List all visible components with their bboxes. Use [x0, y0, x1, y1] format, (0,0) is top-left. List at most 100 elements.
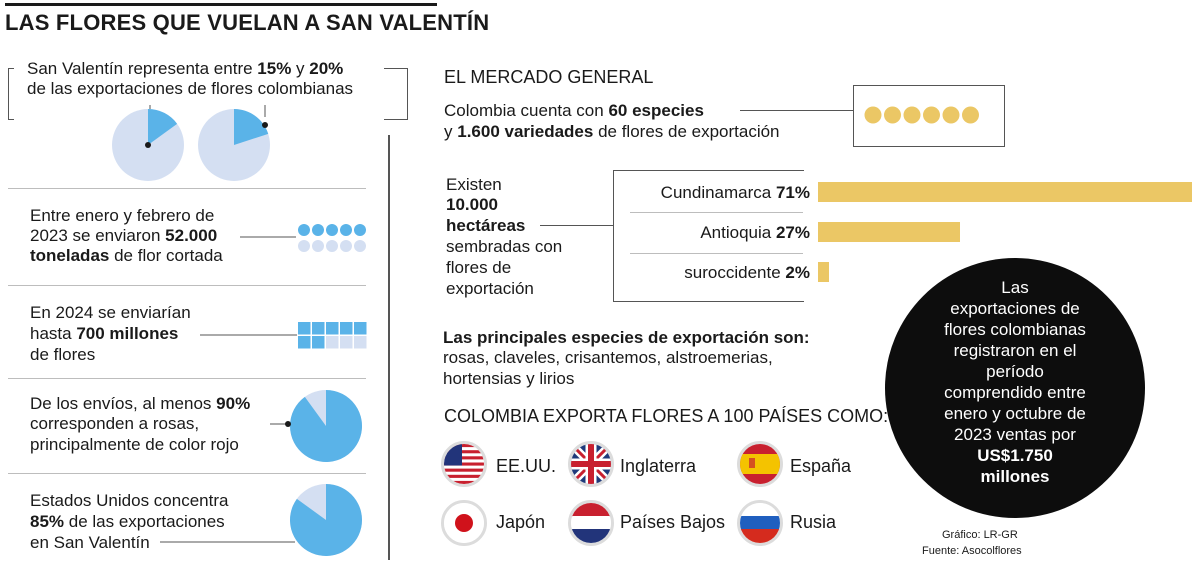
flower-square-filled: [340, 322, 353, 335]
market-dots-box: [853, 85, 1005, 147]
intro-pie-2-dot: [262, 122, 268, 128]
fact2-line-1: En 2024 se enviarían: [30, 303, 191, 322]
circle-line-3: flores colombianas: [944, 320, 1086, 339]
flower-square-filled: [298, 336, 311, 349]
fact3-pie-dot: [285, 421, 291, 427]
fact4-pie: [160, 484, 363, 556]
bar-label-cundinamarca: Cundinamarca 71%: [660, 183, 810, 202]
fact4-line-2: 85% de las exportaciones: [30, 512, 225, 531]
page-title: LAS FLORES QUE VUELAN A SAN VALENTÍN: [5, 10, 490, 35]
intro-line-2: de las exportaciones de flores colombian…: [27, 79, 354, 98]
circle-line-6: comprendido entre: [944, 383, 1086, 402]
market-line-2: y 1.600 variedades de flores de exportac…: [444, 122, 780, 141]
intro-pie-1-dot: [145, 142, 151, 148]
fact2-line-2: hasta 700 millones: [30, 324, 179, 343]
bar-divider-1: [630, 212, 803, 213]
intro-mask: [14, 60, 384, 120]
flower-square-filled: [298, 322, 311, 335]
country-japan: Japón: [496, 512, 546, 532]
ton-dot-filled: [298, 224, 310, 236]
species-dot: [962, 106, 979, 124]
column-divider: [388, 135, 390, 560]
country-spain: España: [790, 456, 852, 476]
spacer: [144, 118, 145, 119]
circle-amount: US$1.750: [977, 446, 1053, 465]
ton-dot-light: [298, 240, 310, 252]
flower-square-filled: [354, 322, 367, 335]
species-dot: [923, 106, 940, 124]
fact3-line-2: corresponden a rosas,: [30, 414, 200, 433]
bar-cundinamarca: [818, 182, 1192, 202]
flower-square-light: [326, 336, 339, 349]
ton-dot-light: [326, 240, 338, 252]
flower-square-light: [340, 336, 353, 349]
market-line-1: Colombia cuenta con 60 especies: [444, 101, 704, 120]
ton-dot-light: [340, 240, 352, 252]
circle-line-5: período: [986, 362, 1044, 381]
species-dot: [942, 106, 960, 124]
exports-circle: [885, 258, 1145, 518]
circle-line-8: 2023 ventas por: [954, 425, 1076, 444]
title-rule: [5, 3, 437, 6]
credit-source: Fuente: Asocolflores: [922, 545, 1022, 557]
fact4-line-1: Estados Unidos concentra: [30, 491, 229, 510]
ton-dot-filled: [312, 224, 324, 236]
country-usa: EE.UU.: [496, 456, 557, 476]
circle-amount-unit: millones: [980, 467, 1050, 486]
market-heading: EL MERCADO GENERAL: [444, 67, 654, 87]
hectares-line-3: hectáreas: [446, 216, 526, 235]
species-line-2: hortensias y lirios: [443, 369, 575, 388]
bar-suroccidente: [818, 262, 829, 282]
hectares-line-1: Existen: [446, 175, 502, 194]
species-line-1: rosas, claveles, crisantemos, alstroemer…: [443, 348, 773, 367]
hectares-line-2: 10.000: [446, 195, 498, 214]
bar-antioquia: [818, 222, 961, 242]
spain-flag-icon: [737, 441, 783, 487]
ton-dot-filled: [326, 224, 338, 236]
bar-label-suroccidente: suroccidente 2%: [684, 263, 810, 282]
country-uk: Inglaterra: [620, 456, 697, 476]
fact3-pie-slice: [290, 390, 363, 462]
fact2-squares: [200, 322, 367, 349]
ton-dot-filled: [340, 224, 352, 236]
fact1-line-1: Entre enero y febrero de: [30, 206, 215, 225]
fact1-line-3: toneladas de flor cortada: [30, 246, 223, 265]
intro-line-1: San Valentín representa entre 15% y 20%: [27, 59, 344, 78]
uk-flag-icon: [568, 441, 614, 487]
fact3-pie: [270, 390, 363, 462]
fact3-line-3: principalmente de color rojo: [30, 435, 239, 454]
ton-dot-light: [312, 240, 324, 252]
fact3-line-1: De los envíos, al menos 90%: [30, 394, 251, 413]
hectares-line-4: sembradas con: [446, 237, 563, 256]
country-netherlands: Países Bajos: [620, 512, 726, 532]
intro-pie-1-slice: [148, 109, 178, 145]
flower-square-filled: [312, 322, 325, 335]
circle-line-1: Las: [1001, 278, 1029, 297]
intro-pies: [112, 105, 270, 181]
divider-2: [8, 285, 366, 286]
divider-1: [8, 188, 366, 189]
fact1-line-2: 2023 se enviaron 52.000: [30, 226, 218, 245]
circle-line-4: registraron en el: [953, 341, 1077, 360]
countries-heading: COLOMBIA EXPORTA FLORES A 100 PAÍSES COM…: [444, 406, 889, 426]
bar-label-antioquia: Antioquia 27%: [700, 223, 810, 242]
fact2-line-3: de flores: [30, 345, 96, 364]
fact4-pie-slice: [290, 484, 363, 556]
market-dots: [864, 106, 979, 124]
species-dot: [903, 106, 921, 124]
flower-square-light: [354, 336, 367, 349]
ton-dot-filled: [354, 224, 366, 236]
flower-square-filled: [312, 336, 325, 349]
divider-4: [8, 473, 366, 474]
fact4-line-3: en San Valentín: [30, 533, 150, 552]
russia-flag-icon: [737, 500, 783, 546]
circle-line-7: enero y octubre de: [944, 404, 1086, 423]
divider-3: [8, 378, 366, 379]
hectares-line-6: exportación: [446, 279, 534, 298]
hectares-bracket: [613, 170, 804, 302]
species-dot: [864, 106, 882, 124]
species-heading: Las principales especies de exportación …: [443, 328, 810, 347]
market-connector: [740, 110, 853, 111]
ton-dot-light: [354, 240, 366, 252]
hectares-line-5: flores de: [446, 258, 512, 277]
